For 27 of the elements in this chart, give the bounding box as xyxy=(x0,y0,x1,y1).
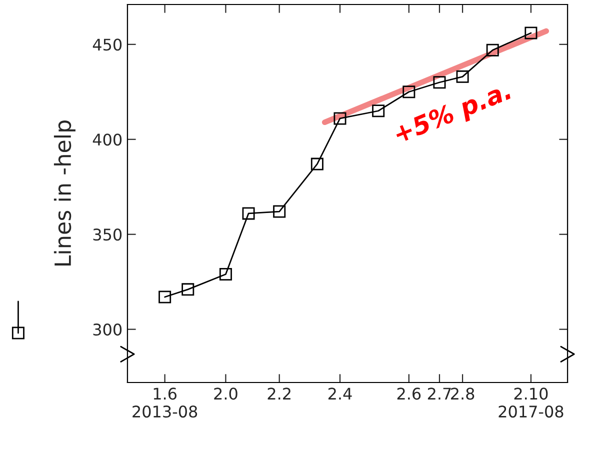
x-tick-label: 2.6 xyxy=(397,388,421,400)
point xyxy=(334,112,346,125)
x-tick-label: 2.8 xyxy=(451,388,474,400)
y-tick-label: 300 xyxy=(93,324,122,336)
point xyxy=(402,86,416,98)
x-tick-label: 2.2 xyxy=(268,388,290,400)
point xyxy=(242,207,255,220)
y-axis-title: Lines in -help xyxy=(54,120,76,266)
point xyxy=(182,283,194,296)
point xyxy=(219,268,232,280)
point xyxy=(310,158,324,170)
y-tick-label: 400 xyxy=(92,134,122,146)
point xyxy=(273,205,286,218)
x-tick-label: 2.4 xyxy=(328,388,352,400)
point xyxy=(158,290,172,304)
point xyxy=(372,104,385,118)
y-tick-label: 350 xyxy=(93,228,122,241)
y-tick-label: 450 xyxy=(92,38,122,51)
point xyxy=(433,76,446,89)
annotation: +5% p.a. xyxy=(392,80,514,148)
point xyxy=(456,70,469,83)
x-tick-label: 1.6 2013-08 xyxy=(132,388,198,418)
x-tick-label: 2.10 2017-08 xyxy=(498,388,564,418)
x-tick-label: 2.0 xyxy=(214,388,238,400)
point xyxy=(486,44,499,56)
x-tick-label: 2.7 xyxy=(428,388,451,400)
point xyxy=(524,26,538,40)
